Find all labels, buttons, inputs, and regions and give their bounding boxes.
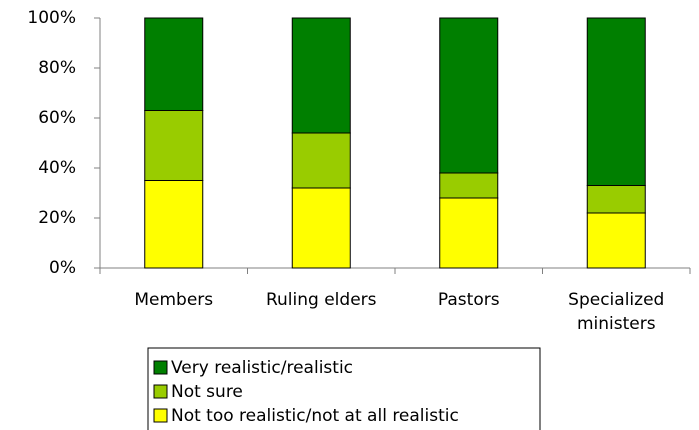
legend-label: Not too realistic/not at all realistic [171, 406, 459, 426]
legend-box [147, 347, 541, 430]
legend-label: Very realistic/realistic [171, 358, 353, 378]
bar-segment [439, 197, 499, 269]
legend-swatch [153, 384, 168, 399]
x-tick-label: Pastors [437, 290, 500, 310]
bar-segment [439, 172, 499, 199]
y-tick-label: 0% [49, 258, 76, 278]
legend-label: Not sure [171, 382, 243, 402]
y-tick-label: 60% [38, 108, 76, 128]
y-tick-label: 40% [38, 158, 76, 178]
bar-segment [291, 17, 351, 134]
bar-segment [586, 17, 646, 186]
legend-swatch [153, 360, 168, 375]
bar-segment [439, 17, 499, 174]
y-tick-label: 100% [27, 8, 76, 28]
bar-segment [291, 132, 351, 189]
bar-segment [586, 212, 646, 269]
y-tick-label: 20% [38, 208, 76, 228]
x-tick-label: Specialized ministers [568, 290, 665, 334]
bar-segment [291, 187, 351, 269]
x-tick-label: Members [134, 290, 214, 310]
x-tick-label: Ruling elders [265, 290, 377, 310]
bar-segment [144, 110, 204, 181]
legend-swatch [153, 408, 168, 423]
bar-segment [144, 180, 204, 269]
bar-segment [586, 185, 646, 214]
y-tick-label: 80% [38, 58, 76, 78]
bar-segment [144, 17, 204, 111]
